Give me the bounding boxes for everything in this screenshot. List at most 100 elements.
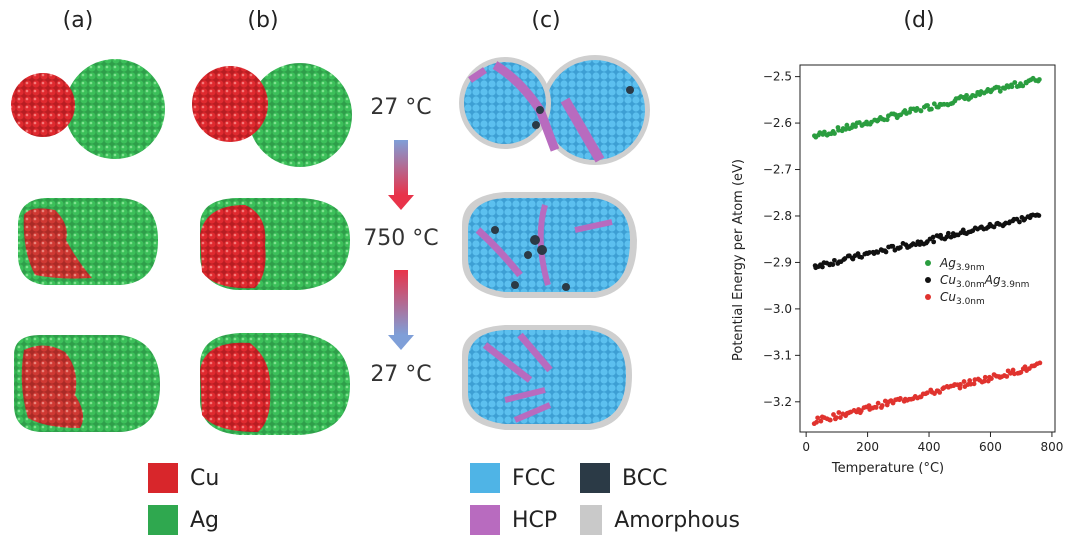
data-point [836, 410, 842, 415]
legend-item-fcc: FCC [470, 463, 590, 493]
data-point [873, 405, 879, 410]
y-tick-label: −2.8 [763, 209, 792, 223]
legend-item-cu: Cu [148, 463, 219, 493]
nanoparticle-illustrations [11, 55, 650, 435]
data-point [875, 400, 881, 406]
legend-label-fcc: FCC [512, 465, 556, 491]
data-point [827, 417, 833, 423]
panel-c-particle-750c [462, 192, 637, 298]
y-axis-label: Potential Energy per Atom (eV) [731, 159, 746, 361]
panel-c-particle-27c-initial [459, 55, 650, 165]
legend-marker [925, 294, 931, 300]
data-point [1036, 213, 1042, 218]
legend-swatch-ag [148, 505, 178, 535]
legend-label: Cu3.0nmAg3.9nm [940, 273, 1029, 290]
data-point [967, 378, 973, 383]
data-point [1037, 360, 1043, 366]
data-point [859, 254, 865, 260]
data-point [989, 376, 994, 381]
data-point [843, 126, 849, 132]
panel-label-a: (a) [62, 8, 94, 33]
data-point [832, 257, 837, 263]
data-points [811, 75, 1043, 427]
data-point [879, 403, 885, 408]
data-point [875, 249, 881, 255]
data-point [930, 234, 936, 240]
x-axis-label: Temperature (°C) [831, 461, 944, 476]
temperature-label-initial: 27 °C [370, 95, 432, 120]
panel-a-particle-750c [18, 198, 158, 285]
legend-item-amorphous: Amorphous [580, 505, 740, 535]
y-tick-label: −3.1 [763, 348, 792, 362]
data-point [815, 415, 821, 421]
panel-a-particle-27c-initial [11, 59, 165, 159]
data-point [814, 419, 819, 425]
data-point [890, 243, 896, 249]
legend-item-bcc: BCC [580, 463, 700, 493]
data-point [831, 412, 836, 417]
data-point [819, 264, 825, 270]
data-point [929, 106, 934, 112]
series-points [811, 360, 1043, 427]
data-point [818, 418, 824, 424]
legend-swatch-cu [148, 463, 178, 493]
data-point [1012, 80, 1018, 85]
data-point [982, 374, 988, 380]
data-point [931, 101, 937, 107]
data-point [844, 122, 850, 128]
data-point [957, 382, 963, 387]
legend-label-amorphous: Amorphous [614, 507, 740, 533]
legend-label-hcp: HCP [512, 507, 558, 533]
data-point [866, 403, 872, 409]
data-point [832, 131, 837, 136]
panel-label-d: (d) [903, 8, 935, 33]
data-point [884, 117, 890, 123]
data-point [897, 245, 903, 250]
x-tick-label: 400 [918, 440, 941, 454]
x-tick-label: 0 [802, 440, 810, 454]
data-point [924, 390, 930, 396]
legend-swatch-amorphous [580, 505, 603, 535]
data-point [931, 239, 937, 245]
legend-item-hcp: HCP [470, 505, 590, 535]
y-tick-label: −2.5 [763, 70, 792, 84]
panel-a-particle-27c-final [14, 335, 160, 432]
data-point [971, 381, 977, 387]
panel-label-c: (c) [531, 8, 561, 33]
data-point [945, 230, 951, 236]
data-point [918, 108, 924, 114]
y-tick-label: −3.2 [763, 395, 792, 409]
legend-label: Cu3.0nm [940, 290, 985, 307]
data-point [1036, 77, 1042, 82]
arrow-cooling [388, 270, 414, 350]
data-point [858, 408, 864, 414]
legend-swatch-bcc [580, 463, 610, 493]
data-point [964, 92, 969, 98]
data-point [981, 378, 987, 384]
data-point [961, 379, 967, 384]
panel-b-particle-750c [200, 198, 350, 290]
energy-temperature-chart: 0 200 400 600 800 −3.2 −3.1 −3.0 −2.9 −2.8 −2.7 −2.… [731, 64, 1064, 476]
data-point [842, 256, 848, 261]
panel-b-particle-27c-initial [192, 63, 352, 167]
element-legend: Cu Ag [148, 463, 219, 535]
x-tick-label: 800 [1040, 440, 1063, 454]
data-point [1004, 374, 1010, 379]
plot-frame [799, 64, 1056, 433]
data-point [1010, 367, 1016, 373]
data-point [867, 250, 872, 255]
legend-label-ag: Ag [190, 507, 220, 533]
data-point [836, 127, 841, 133]
data-point [1003, 220, 1009, 226]
temperature-label-final: 27 °C [370, 362, 432, 387]
data-point [1008, 370, 1013, 376]
data-point [883, 249, 889, 255]
data-point [853, 124, 858, 129]
data-point [833, 415, 839, 421]
data-point [1009, 84, 1015, 90]
data-point [925, 103, 930, 108]
temperature-label-anneal: 750 °C [363, 226, 439, 251]
axis-ticks: 0 200 400 600 800 −3.2 −3.1 −3.0 −2.9 −2.8 −2.7 −2.… [763, 70, 1064, 454]
x-tick-label: 200 [856, 440, 879, 454]
